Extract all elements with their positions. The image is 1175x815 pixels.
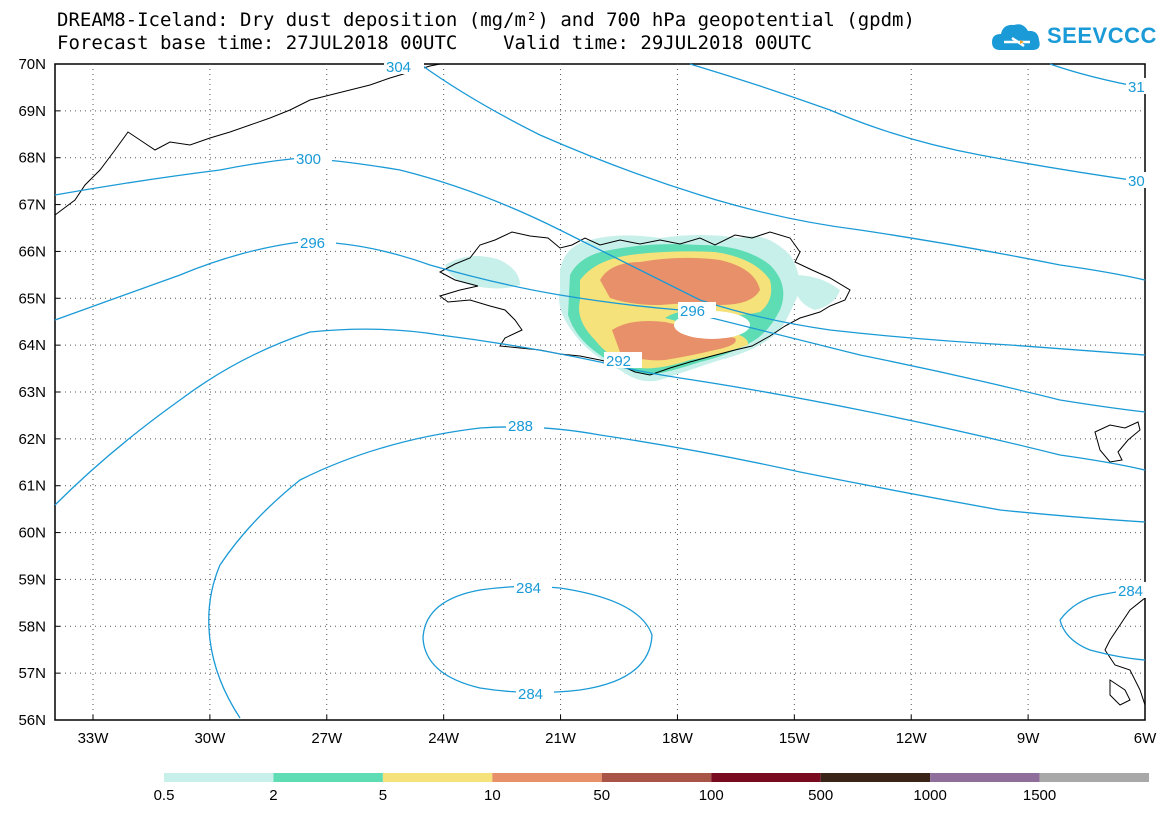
map-subtitle: Forecast base time: 27JUL2018 00UTC Vali… [57, 32, 812, 54]
cloud-icon [992, 24, 1040, 50]
colorbar-swatch [601, 773, 712, 782]
geopotential-contours [54, 63, 1146, 719]
colorbar-label: 500 [808, 787, 833, 804]
colorbar-label: 0.5 [154, 787, 175, 804]
contour-label: 31 [1128, 79, 1145, 96]
lon-label: 33W [78, 730, 110, 747]
colorbar-swatch [820, 773, 931, 782]
lat-label: 61N [18, 478, 46, 495]
lat-label: 59N [18, 571, 46, 588]
lon-label: 24W [428, 730, 460, 747]
colorbar-swatch [930, 773, 1040, 782]
coastlines [54, 63, 1146, 706]
lon-label: 30W [194, 730, 226, 747]
lon-label: 27W [311, 730, 343, 747]
contour-label: 304 [386, 59, 411, 76]
contour-label: 292 [606, 353, 631, 370]
lat-label: 63N [18, 384, 46, 401]
colorbar-swatch [382, 773, 493, 782]
contour-label: 296 [300, 235, 325, 252]
colorbar-swatch [164, 773, 274, 782]
colorbar-label: 5 [379, 787, 387, 804]
colorbar-label: 100 [699, 787, 724, 804]
map-title: DREAM8-Iceland: Dry dust deposition (mg/… [57, 9, 915, 31]
lat-label: 56N [18, 712, 46, 729]
lat-label: 62N [18, 431, 46, 448]
colorbar: 0.5 2 5 10 50 100 500 1000 1500 [154, 773, 1149, 804]
longitude-labels: 33W 30W 27W 24W 21W 18W 15W 12W 9W 6W [78, 715, 1157, 747]
lon-label: 18W [662, 730, 694, 747]
contour-label: 284 [516, 580, 541, 597]
contour-labels: 304 300 296 296 292 288 284 284 284 31 3… [294, 59, 1148, 703]
lon-label: 9W [1017, 730, 1040, 747]
contour-label: 284 [518, 686, 543, 703]
lat-label: 68N [18, 150, 46, 167]
colorbar-swatch [492, 773, 602, 782]
contour-label: 288 [508, 418, 533, 435]
lat-label: 57N [18, 665, 46, 682]
colorbar-label: 2 [269, 787, 277, 804]
logo-text: SEEVCCC [1047, 23, 1157, 48]
lon-label: 15W [779, 730, 811, 747]
lat-label: 67N [18, 197, 46, 214]
lon-label: 6W [1134, 730, 1157, 747]
latitude-labels: 70N 69N 68N 67N 66N 65N 64N 63N 62N 61N 60N 59N 58N 5… [18, 56, 60, 729]
colorbar-label: 1500 [1023, 787, 1056, 804]
colorbar-label: 1000 [913, 787, 946, 804]
colorbar-swatch [711, 773, 821, 782]
lat-label: 64N [18, 337, 46, 354]
colorbar-swatch [1039, 773, 1149, 782]
colorbar-label: 10 [484, 787, 501, 804]
lon-label: 12W [896, 730, 928, 747]
contour-label: 296 [680, 303, 705, 320]
lat-label: 66N [18, 243, 46, 260]
lat-label: 69N [18, 103, 46, 120]
lon-label: 21W [545, 730, 577, 747]
contour-label: 300 [296, 151, 321, 168]
colorbar-label: 50 [593, 787, 610, 804]
lat-label: 65N [18, 290, 46, 307]
lat-label: 58N [18, 618, 46, 635]
contour-label: 284 [1118, 583, 1143, 600]
colorbar-swatch [273, 773, 383, 782]
lat-label: 70N [18, 56, 46, 73]
contour-label: 30 [1128, 173, 1145, 190]
lat-label: 60N [18, 525, 46, 542]
